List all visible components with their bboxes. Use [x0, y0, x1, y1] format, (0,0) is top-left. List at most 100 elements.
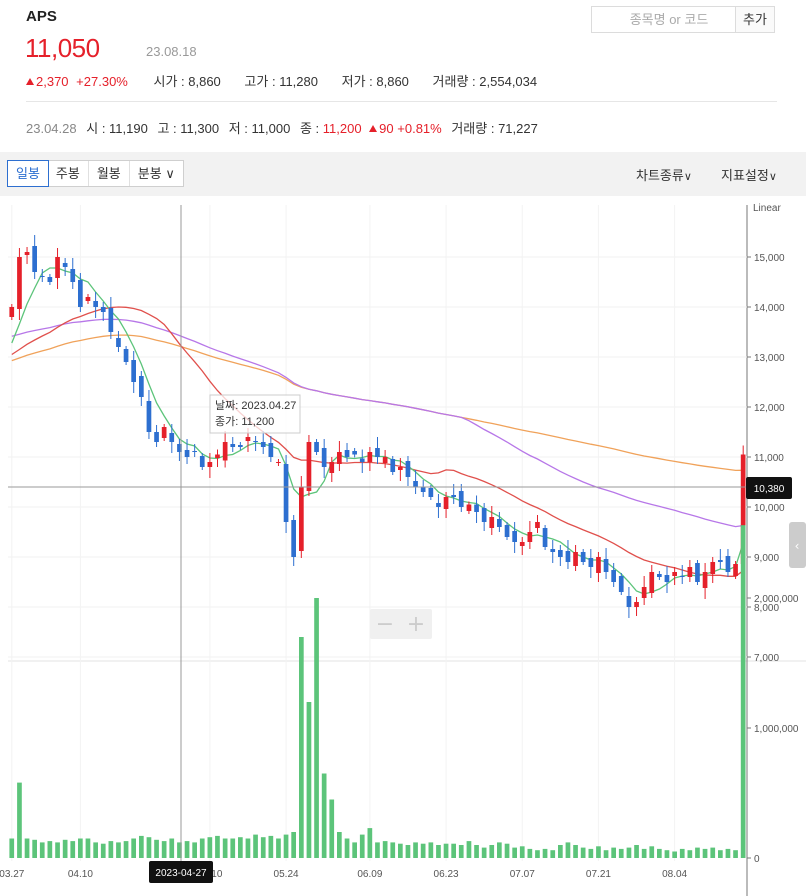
candle-body — [558, 550, 563, 557]
volume-tick-label: 2,000,000 — [754, 594, 799, 605]
volume-bar — [405, 845, 411, 858]
volume-bar — [146, 837, 152, 858]
candle-body — [108, 308, 114, 332]
tab-weekly[interactable]: 주봉 — [48, 161, 89, 186]
price-tick-label: 10,000 — [754, 503, 785, 514]
volume-bar — [657, 848, 662, 858]
current-price: 11,050 — [25, 33, 100, 63]
hover-high: 11,300 — [180, 121, 220, 136]
volume-bar — [573, 845, 578, 858]
candle-body — [580, 552, 586, 562]
candle-body — [9, 307, 15, 317]
volume-bar — [382, 841, 388, 858]
tab-monthly[interactable]: 월봉 — [89, 161, 130, 186]
candle-body — [504, 525, 510, 537]
zoom-out-icon[interactable]: − — [376, 612, 394, 637]
tab-minute[interactable]: 분봉 ∨ — [130, 161, 183, 186]
candle-body — [367, 452, 373, 462]
candle-body — [352, 451, 357, 455]
x-tick-label: 06.23 — [434, 869, 459, 880]
candle-body — [596, 557, 601, 573]
candle-body — [474, 504, 479, 512]
volume-bar — [306, 702, 312, 858]
candle-body — [93, 301, 98, 307]
volume-bar — [580, 847, 586, 858]
volume-bar — [588, 848, 594, 858]
price-summary: 2,370 +27.30% 시가 : 8,860 고가 : 11,280 저가 … — [26, 71, 537, 90]
indicator-dropdown[interactable]: 지표설정∨ — [721, 165, 777, 184]
hover-volume: 71,227 — [498, 121, 538, 136]
volume-bar — [62, 839, 68, 858]
volume-bar — [352, 842, 357, 858]
candle-body — [321, 448, 327, 467]
volume-bar — [428, 842, 434, 858]
candle-body — [55, 257, 60, 278]
price-chart[interactable]: 15,000 14,000 13,000 12,000 11,000 10,000 9,00… — [0, 197, 806, 896]
candle-body — [481, 508, 487, 522]
volume-bar — [664, 850, 670, 858]
up-triangle-icon — [369, 125, 378, 132]
volume-bar — [108, 841, 114, 858]
zoom-in-icon[interactable]: + — [407, 612, 425, 637]
volume-bar — [504, 843, 510, 858]
candle-body — [565, 551, 571, 562]
candle-body — [276, 462, 281, 463]
candle-body — [177, 444, 182, 452]
volume-bar — [314, 598, 319, 858]
volume-bar — [687, 850, 693, 858]
candle-body — [413, 481, 418, 487]
volume-tick-label: 1,000,000 — [754, 724, 799, 735]
volume-bar — [420, 843, 426, 858]
candle-body — [131, 360, 136, 382]
volume-bar — [641, 848, 647, 858]
tooltip-date: 날짜: 2023.04.27 — [215, 399, 296, 412]
candle-body — [154, 432, 159, 442]
hover-high-label: 고 — [157, 121, 170, 136]
side-panel-toggle[interactable] — [789, 522, 806, 568]
change-value: 2,370 — [36, 74, 69, 89]
price-pane — [8, 205, 747, 657]
volume-bar — [512, 847, 517, 858]
volume-bar — [413, 842, 418, 858]
candle-body — [39, 276, 45, 277]
candle-body — [382, 457, 388, 463]
x-tick-label: 07.21 — [586, 869, 611, 880]
candle-body — [428, 488, 434, 497]
volume-bar — [558, 845, 563, 858]
volume-bar — [710, 847, 716, 858]
volume-bar — [443, 843, 449, 858]
volume-value: 2,554,034 — [479, 74, 538, 89]
low-label: 저가 — [341, 74, 366, 89]
volume-bar — [565, 842, 571, 858]
candle-body — [283, 464, 289, 522]
price-tick-label: 9,000 — [754, 553, 779, 564]
tab-daily[interactable]: 일봉 — [7, 160, 49, 187]
volume-bar — [740, 525, 746, 858]
hover-close-label: 종 — [299, 121, 312, 136]
volume-bar — [474, 845, 479, 858]
indicator-label: 지표설정 — [721, 168, 769, 183]
add-button[interactable]: 추가 — [735, 7, 774, 32]
candle-body — [306, 442, 312, 491]
candle-body — [253, 441, 258, 442]
chart-type-label: 차트종류 — [636, 168, 684, 183]
chart-type-dropdown[interactable]: 차트종류∨ — [636, 165, 692, 184]
stock-search-input[interactable] — [592, 7, 736, 32]
scale-label: Linear — [753, 203, 781, 214]
candle-body — [733, 564, 738, 576]
volume-bar — [390, 842, 396, 858]
volume-bar — [177, 842, 182, 858]
candle-body — [116, 338, 121, 347]
candle-body — [573, 552, 578, 566]
candle-body — [398, 467, 403, 470]
volume-bar — [154, 839, 159, 858]
volume-bar — [519, 846, 525, 858]
candle-body — [672, 572, 677, 576]
candle-body — [161, 427, 167, 438]
candle-body — [550, 549, 556, 552]
hover-summary: 23.04.28 시 : 11,190 고 : 11,300 저 : 11,00… — [26, 121, 538, 136]
hover-open: 11,190 — [109, 121, 148, 136]
volume-bar — [260, 837, 266, 858]
candle-body — [78, 280, 83, 307]
price-tick-label: 8,000 — [754, 603, 779, 614]
